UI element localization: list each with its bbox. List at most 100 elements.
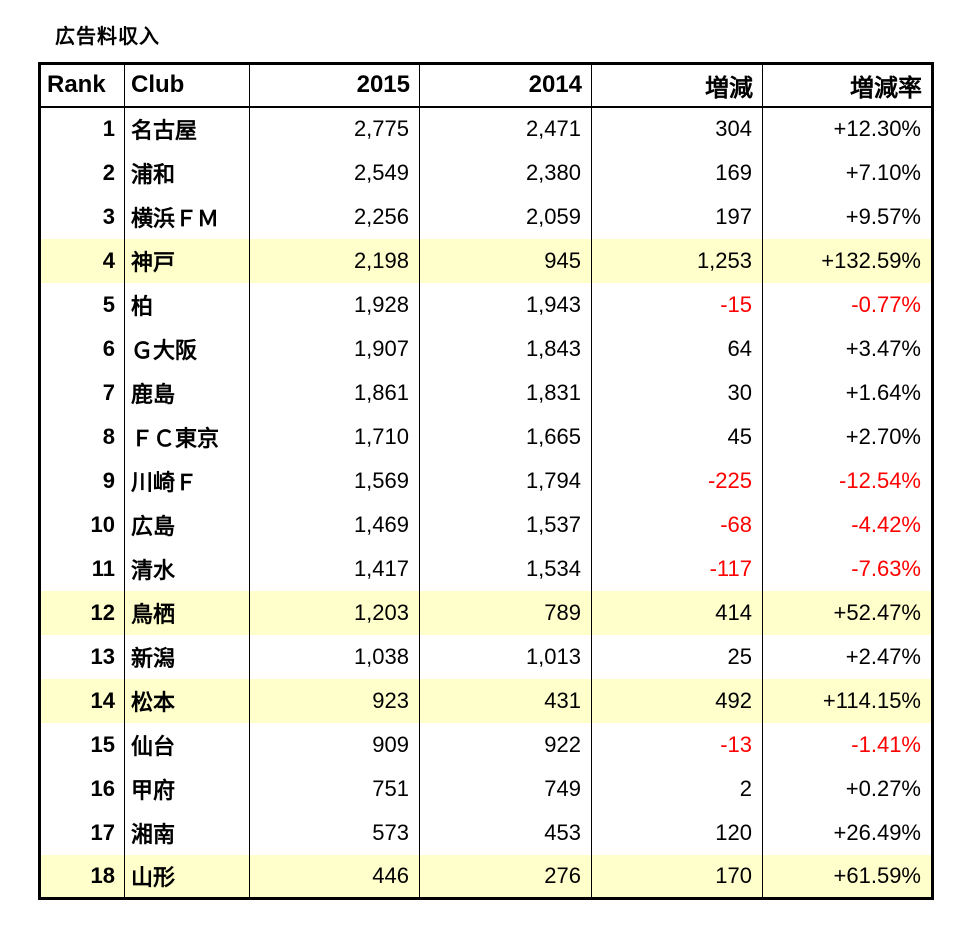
header-2014: 2014 — [419, 63, 592, 108]
rank-cell: 5 — [102, 291, 115, 317]
diff-rate-cell: +132.59% — [762, 238, 933, 283]
value-2014-cell: 276 — [419, 854, 592, 899]
diff-cell: 25 — [591, 634, 763, 679]
rank-cell: 1 — [102, 116, 115, 141]
club-cell: 広島 — [124, 502, 250, 547]
diff-cell: 492 — [591, 678, 763, 723]
table-row: 6 Ｇ大阪 1,907 1,843 64 +3.47% — [40, 326, 933, 371]
value-2014-cell: 453 — [419, 810, 592, 855]
value-2015-cell: 1,928 — [249, 282, 420, 327]
header-diff-rate: 増減率 — [762, 63, 933, 108]
value-2015-cell: 1,907 — [249, 326, 420, 371]
value-2015-cell: 1,203 — [249, 590, 420, 635]
rank-cell: 18 — [39, 854, 125, 899]
club-cell: 柏 — [124, 282, 250, 327]
diff-cell: 414 — [591, 590, 763, 635]
value-2014-cell: 431 — [419, 678, 592, 723]
header-rank: Rank — [39, 63, 125, 108]
table-body: 1 名古屋 2,775 2,471 304 +12.30% 2 浦和 2,549 2,380 169… — [39, 106, 933, 899]
table-row: 9 川崎Ｆ 1,569 1,794 -225 -12.54% — [40, 458, 933, 503]
diff-cell: -117 — [591, 546, 763, 591]
rank-cell: 3 — [102, 203, 115, 229]
diff-cell: -13 — [591, 722, 763, 767]
diff-cell: -68 — [591, 502, 763, 547]
diff-rate-cell: +2.70% — [762, 414, 933, 459]
diff-rate-cell: -7.63% — [762, 546, 933, 591]
table-row: 7 鹿島 1,861 1,831 30 +1.64% — [40, 370, 933, 415]
rank-cell: 4 — [39, 238, 125, 283]
diff-rate-cell: +12.30% — [762, 106, 933, 151]
value-2014-cell: 1,013 — [419, 634, 592, 679]
table-row: 12 鳥栖 1,203 789 414 +52.47% — [39, 590, 933, 635]
diff-cell: 45 — [591, 414, 763, 459]
table-row: 5 柏 1,928 1,943 -15 -0.77% — [40, 282, 933, 327]
diff-rate-cell: -4.42% — [762, 502, 933, 547]
value-2014-cell: 789 — [419, 590, 592, 635]
diff-rate-cell: +114.15% — [762, 678, 933, 723]
value-2015-cell: 1,861 — [249, 370, 420, 415]
rank-cell: 14 — [39, 678, 125, 723]
rank-cell: 16 — [90, 775, 115, 801]
table-row: 2 浦和 2,549 2,380 169 +7.10% — [40, 150, 933, 195]
value-2014-cell: 1,831 — [419, 370, 592, 415]
page-title: 広告料収入 — [55, 26, 160, 48]
diff-cell: -15 — [591, 282, 763, 327]
diff-rate-cell: +7.10% — [762, 150, 933, 195]
value-2014-cell: 2,471 — [419, 106, 592, 151]
club-cell: 湘南 — [124, 810, 250, 855]
diff-cell: 197 — [591, 194, 763, 239]
diff-cell: 170 — [591, 854, 763, 899]
diff-cell: -225 — [591, 458, 763, 503]
rank-cell: 2 — [102, 159, 115, 185]
value-2014-cell: 1,794 — [419, 458, 592, 503]
diff-cell: 169 — [591, 150, 763, 195]
club-cell: 山形 — [124, 854, 250, 899]
diff-rate-cell: +2.47% — [762, 634, 933, 679]
diff-rate-cell: +3.47% — [762, 326, 933, 371]
value-2014-cell: 1,537 — [419, 502, 592, 547]
club-cell: 清水 — [124, 546, 250, 591]
club-cell: 甲府 — [124, 766, 250, 811]
club-cell: 神戸 — [124, 238, 250, 283]
rank-cell: 10 — [90, 511, 115, 537]
header-row: Rank Club 2015 2014 増減 増減率 — [39, 63, 933, 108]
diff-cell: 2 — [591, 766, 763, 811]
table-row: 13 新潟 1,038 1,013 25 +2.47% — [40, 634, 933, 679]
rank-cell: 11 — [91, 555, 115, 581]
club-cell: 名古屋 — [124, 106, 250, 151]
value-2014-cell: 1,843 — [419, 326, 592, 371]
table-row: 1 名古屋 2,775 2,471 304 +12.30% — [40, 106, 933, 151]
diff-cell: 1,253 — [591, 238, 763, 283]
club-cell: 鳥栖 — [124, 590, 250, 635]
value-2014-cell: 1,534 — [419, 546, 592, 591]
table-row: 15 仙台 909 922 -13 -1.41% — [40, 722, 933, 767]
value-2014-cell: 922 — [419, 722, 592, 767]
diff-rate-cell: +61.59% — [762, 854, 933, 899]
rank-cell: 8 — [102, 423, 115, 449]
value-2015-cell: 909 — [249, 722, 420, 767]
diff-cell: 30 — [591, 370, 763, 415]
rank-cell: 13 — [90, 643, 115, 669]
diff-rate-cell: +26.49% — [762, 810, 933, 855]
rank-cell: 15 — [90, 731, 115, 757]
diff-rate-cell: +9.57% — [762, 194, 933, 239]
club-cell: 横浜ＦＭ — [124, 194, 250, 239]
club-cell: 仙台 — [124, 722, 250, 767]
value-2015-cell: 2,198 — [249, 238, 420, 283]
value-2014-cell: 1,943 — [419, 282, 592, 327]
rank-cell: 9 — [102, 467, 115, 493]
value-2015-cell: 446 — [249, 854, 420, 899]
value-2015-cell: 573 — [249, 810, 420, 855]
table-row: 14 松本 923 431 492 +114.15% — [39, 678, 933, 723]
club-cell: 鹿島 — [124, 370, 250, 415]
table-row: 8 ＦＣ東京 1,710 1,665 45 +2.70% — [40, 414, 933, 459]
value-2014-cell: 2,059 — [419, 194, 592, 239]
value-2014-cell: 2,380 — [419, 150, 592, 195]
value-2014-cell: 945 — [419, 238, 592, 283]
diff-cell: 64 — [591, 326, 763, 371]
value-2015-cell: 1,469 — [249, 502, 420, 547]
diff-rate-cell: +1.64% — [762, 370, 933, 415]
diff-rate-cell: -0.77% — [762, 282, 933, 327]
value-2014-cell: 1,665 — [419, 414, 592, 459]
diff-rate-cell: -1.41% — [762, 722, 933, 767]
